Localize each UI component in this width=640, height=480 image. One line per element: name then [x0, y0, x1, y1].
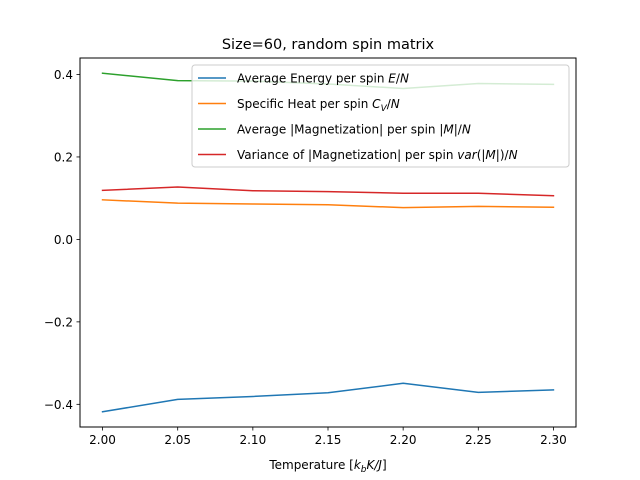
x-axis-label-b: b: [361, 465, 367, 475]
x-tick-label: 2.15: [315, 433, 342, 447]
x-tick-label: 2.30: [540, 433, 567, 447]
x-axis-label: Temperature [kbK/J]: [268, 458, 386, 475]
x-tick-label: 2.25: [465, 433, 492, 447]
x-axis-label-kj: K/J: [367, 458, 383, 472]
legend-box: [191, 64, 570, 168]
legend: Average Energy per spin E/N Specific Heat…: [191, 64, 570, 168]
y-axis-ticks: 0.4 0.2 0.0 −0.2 −0.4: [44, 68, 80, 412]
series-line-2: [101, 199, 555, 209]
chart-title: Size=60, random spin matrix: [222, 37, 435, 53]
series-line-1: [101, 382, 555, 413]
x-tick-label: 2.05: [164, 433, 191, 447]
x-tick-label: 2.10: [239, 433, 266, 447]
x-axis-ticks: 2.00 2.05 2.10 2.15 2.20 2.25 2.30: [89, 427, 567, 447]
x-axis-label-suffix: ]: [382, 458, 387, 472]
x-axis-label-prefix: Temperature [: [268, 458, 354, 472]
y-tick-label: −0.4: [44, 398, 73, 412]
y-tick-label: 0.4: [54, 68, 73, 82]
legend-label: Average Energy per spin E/N: [237, 72, 409, 86]
legend-label: Specific Heat per spin CV/N: [237, 97, 400, 114]
y-tick-label: 0.2: [54, 150, 73, 164]
legend-label: Average |Magnetization| per spin |M|/N: [237, 123, 471, 137]
x-tick-label: 2.00: [89, 433, 116, 447]
series-line-4: [101, 186, 555, 197]
x-tick-label: 2.20: [390, 433, 417, 447]
legend-entries: Average Energy per spin E/N Specific Heat…: [198, 72, 518, 162]
legend-label: Variance of |Magnetization| per spin var…: [237, 148, 518, 162]
x-axis-label-kb: k: [354, 458, 362, 472]
y-tick-label: 0.0: [54, 233, 73, 247]
y-tick-label: −0.2: [44, 315, 73, 329]
